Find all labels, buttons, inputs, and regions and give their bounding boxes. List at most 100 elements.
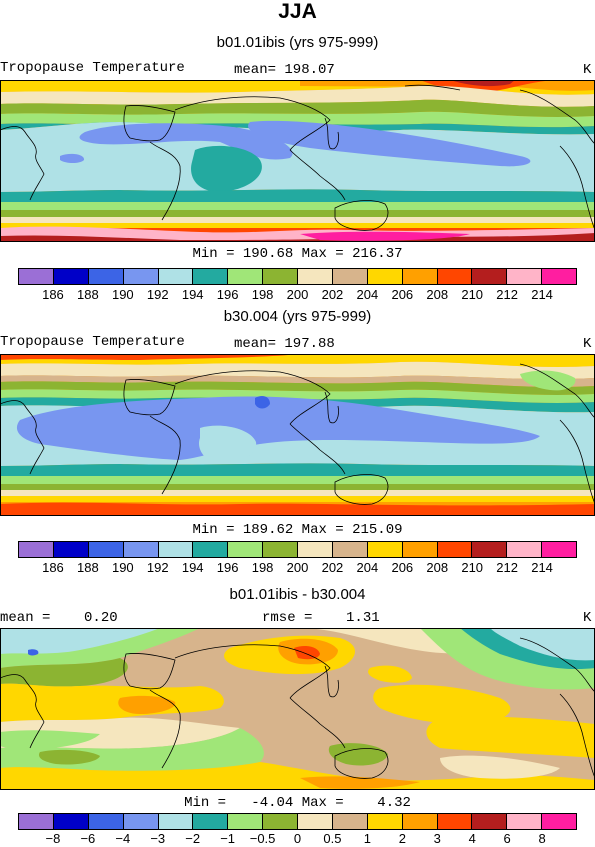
panel-1-colorbar-tick-label: 208 [426,287,449,302]
panel-3-colorbar-tick-label: −3 [150,831,166,846]
panel-3-colorbar-tick-label: −0.5 [249,831,276,846]
panel-3-colorbar-swatch [193,814,229,829]
panel-1-colorbar-swatch [367,269,403,284]
panel-2-colorbar-swatch [228,542,264,557]
panel-3-colorbar-swatch [332,814,368,829]
panel-2-colorbar-tick-label: 210 [461,560,484,575]
panel-2-variable-label: Tropopause Temperature [0,334,185,350]
panel-3-units: K [583,610,592,626]
panel-1-colorbar-tick-label: 206 [391,287,414,302]
panel-2-colorbar-swatch [53,542,89,557]
panel-2-colorbar-tick-label: 196 [216,560,239,575]
panel-2-colorbar-swatch [123,542,159,557]
page-title: JJA [278,0,317,23]
panel-3-colorbar [18,813,577,830]
panel-1-colorbar-swatch [472,269,508,284]
panel-1-colorbar-tick-label: 186 [42,287,64,302]
panel-3-colorbar-tick-label: 0 [293,831,302,846]
panel-2-colorbar-tick-label: 206 [391,560,414,575]
panel-1-colorbar-tick-label: 204 [356,287,379,302]
panel-2-colorbar-tick-label: 204 [356,560,379,575]
panel-2-colorbar-tick-label: 188 [77,560,99,575]
panel-1-colorbar-tick-label: 202 [321,287,344,302]
panel-2-subtitle: b30.004 (yrs 975-999) [223,308,372,325]
panel-2-colorbar-swatch [402,542,438,557]
panel-2-colorbar-swatch [298,542,333,557]
panel-1-colorbar-swatch [158,269,194,284]
panel-1-colorbar-tick-label: 200 [286,287,309,302]
panel-3-colorbar-tick-label: 0.5 [323,831,342,846]
panel-2-colorbar [18,541,577,558]
panel-2-colorbar-swatch [437,542,473,557]
panel-2-minmax: Min = 189.62 Max = 215.09 [192,522,403,538]
panel-3-colorbar-swatch [88,814,124,829]
panel-2-colorbar-ticks: 186 188 190 192 194 196 198 200 202 204 206 208 210 2… [0,560,595,576]
panel-1-colorbar-swatch [19,269,54,284]
panel-2-colorbar-swatch [263,542,298,557]
panel-1-colorbar-tick-label: 196 [216,287,239,302]
panel-1-colorbar-swatch [402,269,438,284]
panel-3-colorbar-swatch [367,814,403,829]
panel-1-colorbar-tick-label: 212 [496,287,518,302]
panel-1-colorbar [18,268,577,285]
panel-2-colorbar-tick-label: 208 [426,560,449,575]
coastlines [0,363,595,505]
panel-1-mean-label: mean= 198.07 [234,62,335,78]
panel-1-minmax: Min = 190.68 Max = 216.37 [192,246,403,262]
panel-3-colorbar-swatch [437,814,473,829]
panel-3-colorbar-tick-label: 8 [538,831,546,846]
panel-2-colorbar-swatch [158,542,194,557]
panel-1-colorbar-swatch [228,269,264,284]
panel-2-colorbar-swatch [367,542,403,557]
panel-2-colorbar-tick-label: 186 [42,560,64,575]
panel-2-colorbar-tick-label: 198 [251,560,274,575]
panel-3-colorbar-swatch [228,814,264,829]
panel-3-rmse-label: rmse = 1.31 [262,610,380,626]
panel-1-units: K [583,62,592,78]
panel-1-contour-map [0,80,595,242]
coastlines [0,637,595,779]
panel-1-colorbar-tick-label: 188 [77,287,99,302]
panel-2-colorbar-tick-label: 190 [111,560,134,575]
coastlines [0,84,595,231]
panel-3-colorbar-tick-label: −1 [220,831,236,846]
panel-3-colorbar-tick-label: 2 [398,831,406,846]
panel-1-colorbar-swatch [123,269,159,284]
panel-1-variable-label: Tropopause Temperature [0,60,185,76]
panel-2-colorbar-swatch [507,542,543,557]
panel-3-colorbar-swatch [542,814,576,829]
panel-3-colorbar-swatch [123,814,159,829]
panel-2-colorbar-swatch [19,542,54,557]
panel-1-subtitle: b01.01ibis (yrs 975-999) [216,34,379,51]
panel-2-colorbar-tick-label: 200 [286,560,309,575]
panel-2-colorbar-swatch [542,542,576,557]
panel-3-colorbar-swatch [402,814,438,829]
panel-3-colorbar-tick-label: −8 [45,831,61,846]
panel-3-colorbar-swatch [472,814,508,829]
panel-2-colorbar-swatch [193,542,229,557]
panel-3-colorbar-swatch [263,814,298,829]
panel-3-colorbar-ticks: −8 −6 −4 −3 −2 −1 −0.5 0 0.5 1 2 3 4 6 8 [0,831,595,847]
panel-1-colorbar-ticks: 186 188 190 192 194 196 198 200 202 204 206 208 210 2… [0,287,595,303]
panel-3-colorbar-tick-label: 1 [363,831,371,846]
panel-1-colorbar-swatch [263,269,298,284]
panel-3-colorbar-swatch [158,814,194,829]
panel-3-colorbar-swatch [19,814,54,829]
panel-3-colorbar-tick-label: 4 [468,831,476,846]
panel-2-colorbar-swatch [472,542,508,557]
panel-2-colorbar-swatch [332,542,368,557]
panel-1-colorbar-tick-label: 190 [111,287,134,302]
panel-2-colorbar-tick-label: 194 [181,560,204,575]
panel-1-colorbar-tick-label: 210 [461,287,484,302]
panel-3-colorbar-swatch [298,814,333,829]
panel-1-colorbar-swatch [193,269,229,284]
panel-2-colorbar-tick-label: 202 [321,560,344,575]
panel-3-colorbar-swatch [507,814,543,829]
panel-2-colorbar-swatch [88,542,124,557]
panel-3-minmax: Min = -4.04 Max = 4.32 [184,795,411,811]
panel-2-colorbar-tick-label: 212 [496,560,518,575]
panel-3-colorbar-swatch [53,814,89,829]
panel-1-colorbar-tick-label: 192 [146,287,169,302]
map-band-tropics [16,396,540,460]
panel-1-colorbar-swatch [298,269,333,284]
